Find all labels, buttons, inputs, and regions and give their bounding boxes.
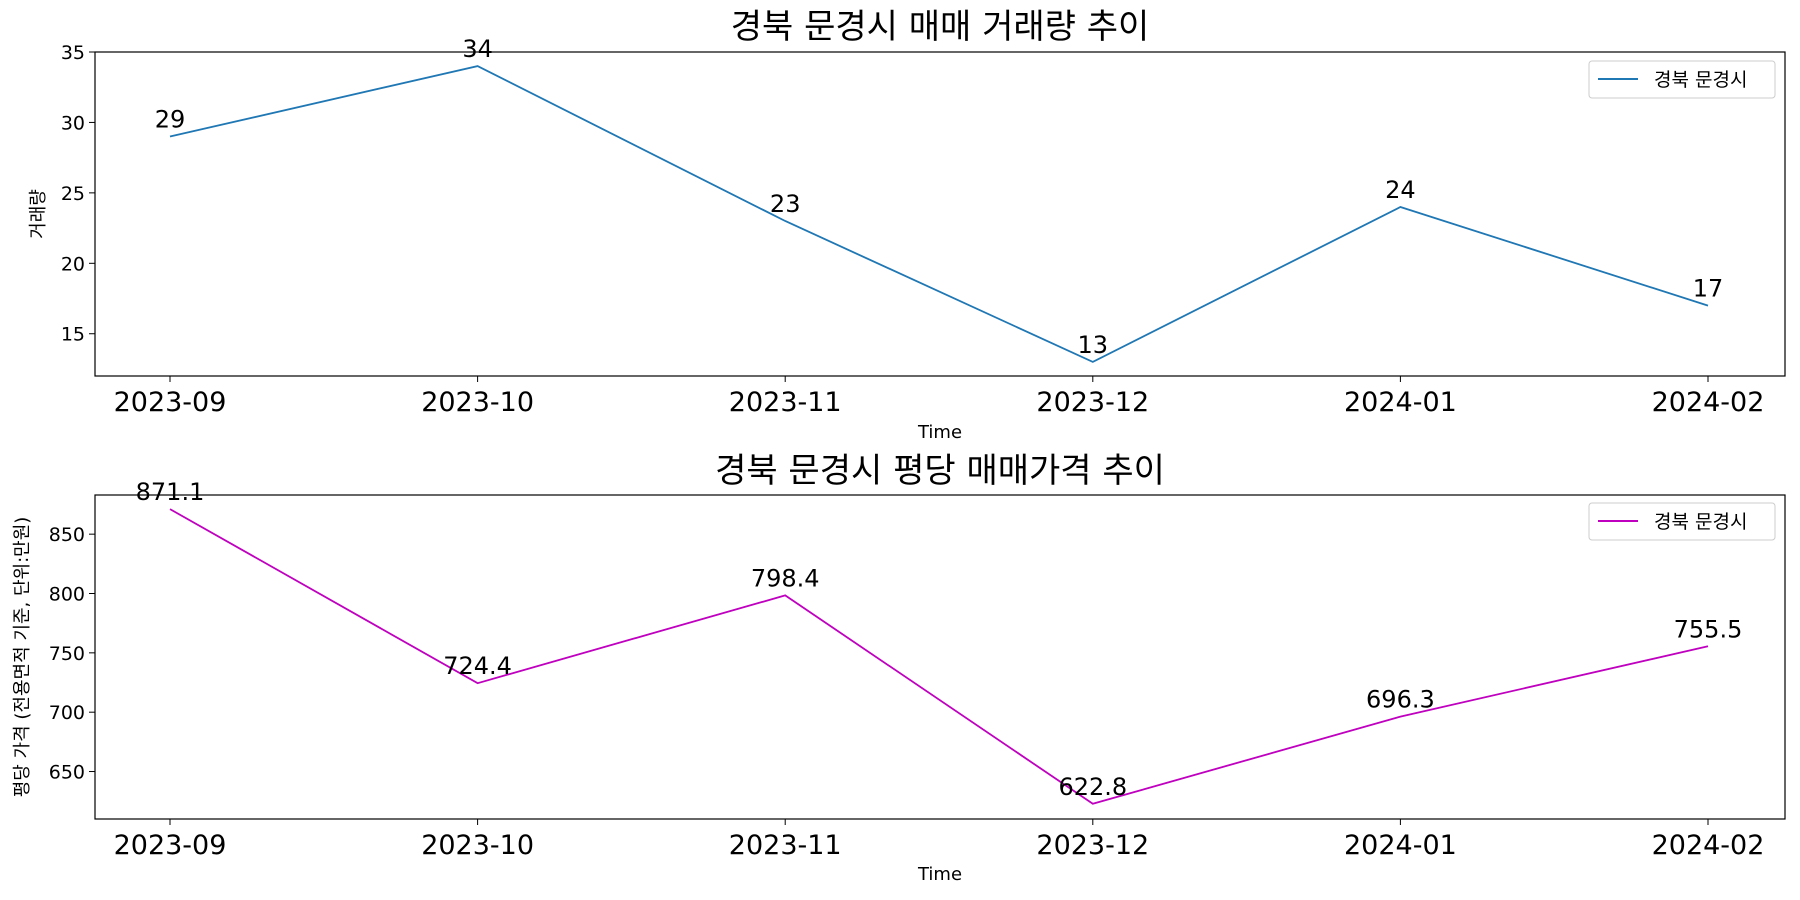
data-label: 34 [462,35,493,63]
series-group [169,65,1709,363]
x-tick-label: 2023-10 [421,830,534,861]
y-tick-label: 35 [61,42,85,64]
data-labels: 29 34 23 13 24 17 [155,35,1724,359]
y-axis: 15 20 25 30 35 [61,42,95,346]
x-tick-label: 2024-01 [1344,387,1457,418]
data-label: 871.1 [136,478,205,506]
x-tick-label: 2023-11 [729,387,842,418]
data-label: 798.4 [751,564,820,592]
y-axis-label: 평당 가격 (전용면적 기준, 단위:만원) [12,517,33,798]
data-label: 23 [770,190,801,218]
legend-label: 경북 문경시 [1654,69,1747,91]
legend-box [1588,502,1776,541]
y-tick-label: 650 [49,762,85,784]
series-group [169,508,1709,805]
y-tick-label: 15 [61,324,85,346]
legend: 경북 문경시 [1588,502,1776,541]
x-axis: 2023-09 2023-10 2023-11 2023-12 2024-01 2024-… [114,376,1765,418]
x-tick-label: 2023-09 [114,830,227,861]
data-label: 696.3 [1366,686,1435,714]
plot-area-frame [94,494,1786,820]
chart-title: 경북 문경시 평당 매매가격 추이 [715,451,1165,491]
y-tick-label: 750 [49,643,85,665]
data-label: 17 [1693,275,1724,303]
x-tick-label: 2023-11 [729,830,842,861]
y-tick-label: 700 [49,702,85,724]
x-tick-label: 2024-02 [1652,387,1765,418]
legend-box [1588,60,1776,99]
legend-label: 경북 문경시 [1654,511,1747,533]
x-tick-label: 2023-12 [1036,830,1149,861]
y-tick-label: 30 [61,112,85,134]
series-line [169,508,1709,805]
y-tick-label: 850 [49,524,85,546]
x-axis-label: Time [917,864,962,885]
data-label: 13 [1078,331,1109,359]
x-tick-label: 2024-02 [1652,830,1765,861]
x-axis-label: Time [917,422,962,443]
plot-area-frame [94,51,1786,377]
x-tick-label: 2023-09 [114,387,227,418]
data-label: 622.8 [1058,773,1127,801]
chart-title: 경북 문경시 매매 거래량 추이 [731,7,1150,47]
x-axis: 2023-09 2023-10 2023-11 2023-12 2024-01 2024-… [114,819,1765,861]
data-label: 755.5 [1674,615,1743,643]
data-label: 24 [1385,176,1416,204]
data-label: 29 [155,106,186,134]
x-tick-label: 2023-12 [1036,387,1149,418]
price-chart: 경북 문경시 평당 매매가격 추이 650 700 750 800 850 2023-0… [12,451,1786,885]
y-tick-label: 800 [49,584,85,606]
y-tick-label: 25 [61,183,85,205]
y-axis: 650 700 750 800 850 [49,524,95,784]
data-labels: 871.1 724.4 798.4 622.8 696.3 755.5 [136,478,1743,801]
series-line [169,65,1709,363]
x-tick-label: 2024-01 [1344,830,1457,861]
legend: 경북 문경시 [1588,60,1776,99]
y-axis-label: 거래량 [28,189,49,239]
data-label: 724.4 [443,652,512,680]
x-tick-label: 2023-10 [421,387,534,418]
y-tick-label: 20 [61,253,85,275]
